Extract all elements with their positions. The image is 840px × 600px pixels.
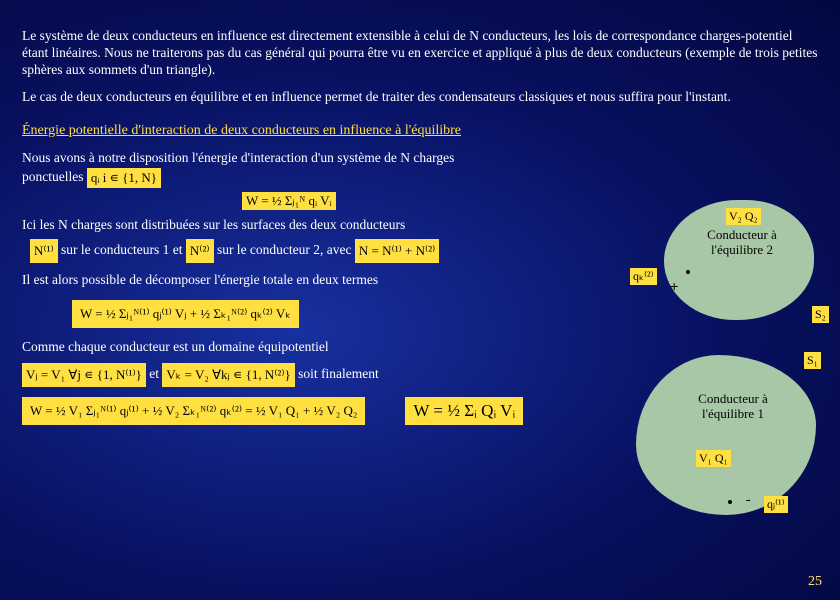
eq-w: W = ½ Σⱼ₁ᴺ qᵢ Vᵢ [242,192,336,210]
eq-decomp: W = ½ Σⱼ₁ᴺ⁽¹⁾ qⱼ⁽¹⁾ Vⱼ + ½ Σₖ₁ᴺ⁽²⁾ qₖ⁽²⁾… [72,300,299,328]
label-conductor-2: Conducteur à l'équilibre 2 [692,228,792,258]
eq-final2: W = ½ Σᵢ Qᵢ Vᵢ [405,397,523,425]
intro-paragraph-2: Le cas de deux conducteurs en équilibre … [22,89,818,106]
text-et: et [149,366,162,381]
intro-paragraph-1: Le système de deux conducteurs en influe… [22,28,818,79]
conductor-1-shape [636,355,816,515]
mark-minus: - [744,493,752,509]
eq-nsum: N = N⁽¹⁾ + N⁽²⁾ [355,239,439,263]
eq-final1: W = ½ V₁ Σⱼ₁ᴺ⁽¹⁾ qⱼ⁽¹⁾ + ½ V₂ Σₖ₁ᴺ⁽²⁾ qₖ… [22,397,365,425]
label-conductor-1: Conducteur à l'équilibre 1 [678,392,788,422]
tag-s2: S₂ [812,306,829,323]
eq-qi: qᵢ i ∊ {1, N} [87,168,161,188]
dot-qk2 [686,270,690,274]
page-number: 25 [808,574,822,590]
text-surle1: sur le conducteurs 1 et [61,242,186,257]
paragraph-3: Nous avons à notre disposition l'énergie… [22,149,502,188]
tag-qk2: qₖ⁽²⁾ [630,268,657,285]
eq-n1: N⁽¹⁾ [30,239,58,263]
tag-qj1: qⱼ⁽¹⁾ [764,496,788,513]
mark-plus: + [670,280,678,296]
tag-v1q1: V₁ Q₁ [696,450,731,467]
text-surle2: sur le conducteur 2, avec [217,242,355,257]
text-finalement: soit finalement [298,366,379,381]
tag-v2q2: V₂ Q₂ [726,208,761,225]
tag-s1: S₁ [804,352,821,369]
eq-v2: Vₖ = V₂ ∀kⱼ ∊ {1, N⁽²⁾} [162,363,294,387]
section-title: Énergie potentielle d'interaction de deu… [22,122,461,140]
eq-n2: N⁽²⁾ [186,239,214,263]
conductor-diagram: V₂ Q₂ Conducteur à l'équilibre 2 + qₖ⁽²⁾… [636,200,826,530]
eq-v1: Vⱼ = V₁ ∀j ∊ {1, N⁽¹⁾} [22,363,146,387]
dot-qj1 [728,500,732,504]
